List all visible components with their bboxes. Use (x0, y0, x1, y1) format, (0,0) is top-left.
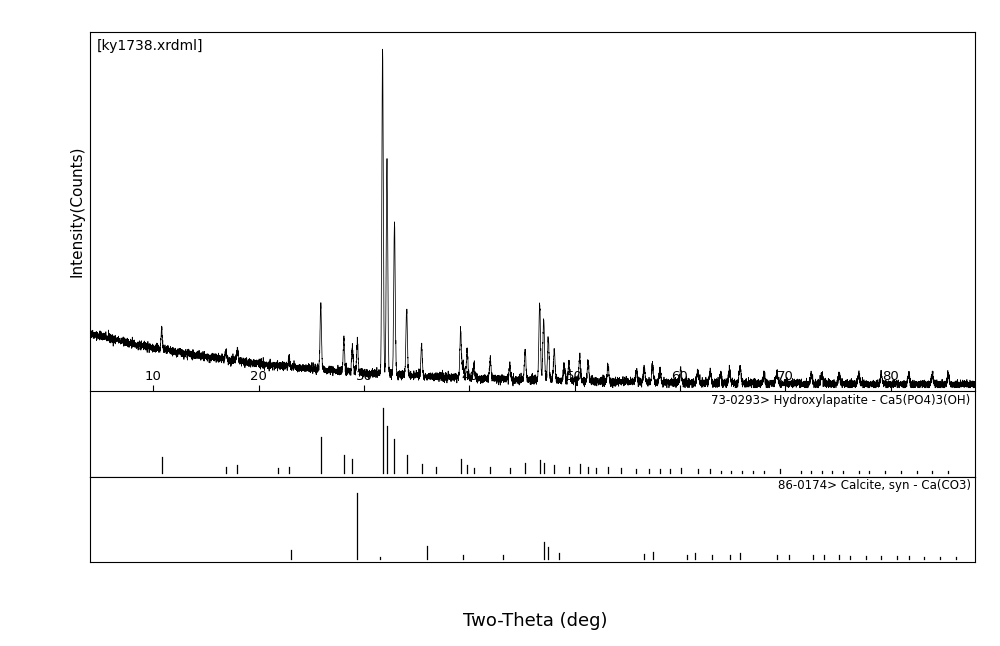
Text: [ky1738.xrdml]: [ky1738.xrdml] (97, 39, 204, 54)
Y-axis label: Intensity(Counts): Intensity(Counts) (69, 146, 84, 278)
Text: Two-Theta (deg): Two-Theta (deg) (463, 612, 607, 630)
Text: 73-0293> Hydroxylapatite - Ca5(PO4)3(OH): 73-0293> Hydroxylapatite - Ca5(PO4)3(OH) (711, 393, 971, 407)
Text: 86-0174> Calcite, syn - Ca(CO3): 86-0174> Calcite, syn - Ca(CO3) (778, 479, 971, 492)
